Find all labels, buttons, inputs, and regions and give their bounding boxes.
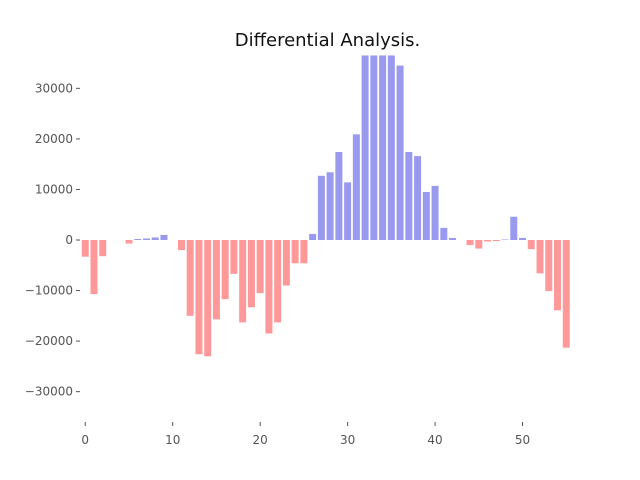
x-tick-label: 30 xyxy=(340,433,355,447)
bar-51 xyxy=(527,240,535,250)
bar-8 xyxy=(151,237,159,240)
bar-21 xyxy=(265,240,273,334)
bar-9 xyxy=(160,234,168,240)
axes: −30000 −20000 −10000 0 10000 20000 30000 0 10 20 3… xyxy=(25,81,530,447)
bar-15 xyxy=(212,240,220,320)
bar-39 xyxy=(422,191,430,240)
bar-53 xyxy=(545,240,553,292)
bar-30 xyxy=(344,182,352,240)
bar-28 xyxy=(326,172,334,240)
bar-26 xyxy=(309,233,317,240)
bar-45 xyxy=(475,240,483,249)
bar-32 xyxy=(361,55,369,240)
y-tick-label: −10000 xyxy=(25,284,73,298)
bar-24 xyxy=(291,240,299,264)
bar-42 xyxy=(449,237,457,240)
bar-27 xyxy=(317,175,325,240)
bar-52 xyxy=(536,240,544,274)
bar-38 xyxy=(414,156,422,240)
bar-33 xyxy=(370,55,378,240)
bar-22 xyxy=(274,240,282,323)
bar-2 xyxy=(99,240,107,257)
y-tick-label: −30000 xyxy=(25,385,73,399)
bar-11 xyxy=(177,240,185,251)
bar-25 xyxy=(300,240,308,264)
bar-46 xyxy=(484,240,492,242)
bar-17 xyxy=(230,240,238,274)
y-tick-label: 10000 xyxy=(35,182,73,196)
x-tick-label: 10 xyxy=(165,433,180,447)
bar-44 xyxy=(466,240,474,246)
y-tick-label: 30000 xyxy=(35,81,73,95)
bar-18 xyxy=(239,240,247,323)
bar-47 xyxy=(492,240,500,242)
bar-6 xyxy=(134,238,142,240)
bar-5 xyxy=(125,240,133,244)
bar-16 xyxy=(221,240,229,300)
bar-37 xyxy=(405,152,413,240)
bar-0 xyxy=(81,240,89,257)
bar-31 xyxy=(352,134,360,240)
bar-34 xyxy=(379,55,387,240)
bar-29 xyxy=(335,152,343,240)
bar-36 xyxy=(396,65,404,240)
bar-7 xyxy=(142,238,150,240)
bar-1 xyxy=(90,240,98,295)
bar-20 xyxy=(256,240,264,294)
chart-title: Differential Analysis. xyxy=(234,30,421,51)
bar-48 xyxy=(501,239,509,240)
bar-13 xyxy=(195,240,203,355)
y-tick-label: −20000 xyxy=(25,334,73,348)
bar-55 xyxy=(562,240,570,348)
bar-54 xyxy=(554,240,562,311)
y-tick-label: 20000 xyxy=(35,132,73,146)
bar-14 xyxy=(204,240,212,357)
y-tick-label: 0 xyxy=(65,233,73,247)
x-tick-label: 50 xyxy=(515,433,530,447)
bars-layer xyxy=(81,55,570,357)
x-tick-label: 20 xyxy=(253,433,268,447)
bar-50 xyxy=(519,237,527,240)
x-tick-label: 40 xyxy=(427,433,442,447)
bar-19 xyxy=(247,240,255,308)
bar-23 xyxy=(282,240,290,286)
bar-40 xyxy=(431,185,439,240)
bar-49 xyxy=(510,216,518,240)
bar-12 xyxy=(186,240,194,316)
bar-41 xyxy=(440,227,448,240)
x-tick-label: 0 xyxy=(81,433,89,447)
bar-35 xyxy=(387,55,395,240)
